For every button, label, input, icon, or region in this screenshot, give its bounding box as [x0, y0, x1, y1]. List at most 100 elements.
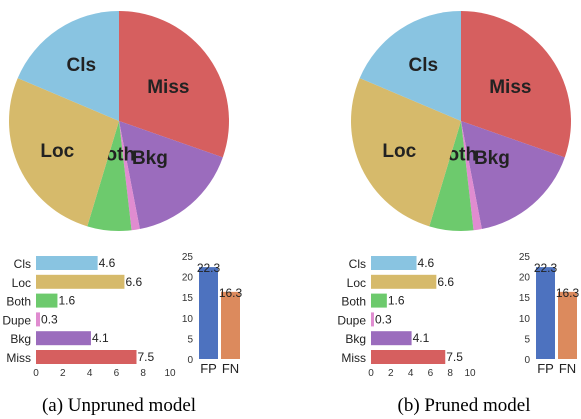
bar-both	[371, 293, 387, 308]
error-type-bar-chart: Cls 4.6 Loc 6.6 Both 1.6 Dupe 0.3 Bkg 4.1 Miss 7.5 0…	[2, 256, 176, 379]
bar-fn	[558, 291, 577, 359]
bar-category-label: Loc	[12, 276, 31, 290]
y-tick-label: 15	[182, 293, 194, 304]
x-tick-label: 6	[428, 368, 434, 379]
x-tick-label: 8	[447, 368, 453, 379]
bar-miss	[371, 350, 446, 364]
y-tick-label: 25	[182, 252, 194, 263]
bar-loc	[36, 274, 125, 289]
bar-value-label: 0.3	[375, 312, 392, 326]
bar-category-label: Both	[6, 295, 31, 309]
y-tick-label: 20	[519, 273, 531, 284]
y-tick-label: 0	[187, 355, 193, 366]
bar-fp	[536, 267, 555, 359]
bar-value-label: 0.3	[41, 312, 58, 326]
x-tick-label: 4	[408, 368, 414, 379]
y-tick-label: 25	[519, 252, 531, 263]
pie-label-loc: Loc	[40, 141, 74, 162]
x-tick-label: 10	[464, 368, 476, 379]
bar-dupe	[36, 312, 41, 327]
x-tick-label: 0	[33, 368, 39, 379]
bar-value-label: 6.6	[125, 275, 142, 289]
bar-loc	[371, 274, 437, 289]
bar-category-label: FP	[537, 361, 554, 376]
bar-value-label: 22.3	[534, 261, 558, 275]
bar-value-label: 16.3	[556, 286, 580, 300]
pie-slice-cls	[17, 10, 119, 121]
bar-cls	[36, 256, 98, 270]
bar-category-label: Cls	[14, 257, 31, 271]
bar-value-label: 6.6	[437, 275, 454, 289]
bar-category-label: FN	[559, 361, 576, 376]
bar-value-label: 1.6	[58, 294, 75, 308]
pie-slice-dupe	[119, 121, 140, 231]
bar-value-label: 1.6	[388, 294, 405, 308]
y-tick-label: 5	[187, 334, 193, 345]
figure-caption: (b) Pruned model	[398, 395, 531, 416]
bar-category-label: Both	[341, 295, 366, 309]
pie-slice-dupe	[461, 121, 482, 231]
x-tick-label: 0	[368, 368, 374, 379]
bar-category-label: Dupe	[2, 313, 31, 327]
x-tick-label: 2	[60, 368, 66, 379]
bar-value-label: 4.6	[99, 256, 116, 270]
x-tick-label: 8	[140, 368, 146, 379]
pie-label-miss: Miss	[147, 77, 189, 98]
bar-value-label: 4.6	[418, 256, 435, 270]
bar-fn	[221, 291, 240, 359]
pie-slice-both	[87, 121, 132, 231]
bar-value-label: 16.3	[219, 286, 243, 300]
y-tick-label: 10	[519, 314, 531, 325]
bar-bkg	[36, 331, 91, 346]
pie-label-bkg: Bkg	[132, 148, 168, 169]
y-tick-label: 10	[182, 314, 194, 325]
bar-category-label: Cls	[349, 257, 366, 271]
bar-value-label: 4.1	[92, 331, 109, 345]
pie-slice-miss	[461, 11, 571, 158]
fp-fn-bar-chart: 22.3 FP 16.3 FN 0 5 10 15 20 25	[519, 252, 580, 376]
pie-slice-cls	[359, 11, 461, 121]
error-type-bar-chart: Cls 4.6 Loc 6.6 Both 1.6 Dupe 0.3 Bkg 4.1 Miss 7.5 0…	[337, 256, 476, 379]
pie-label-cls: Cls	[409, 55, 439, 76]
bar-category-label: Bkg	[10, 332, 31, 346]
y-tick-label: 5	[524, 334, 530, 345]
pie-slice-loc	[8, 78, 119, 227]
y-tick-label: 15	[519, 293, 531, 304]
pie-label-loc: Loc	[382, 141, 416, 162]
bar-bkg	[371, 331, 412, 346]
bar-category-label: Loc	[347, 276, 366, 290]
x-tick-label: 10	[164, 368, 176, 379]
pie-label-bkg: Bkg	[474, 148, 510, 169]
bar-fp	[199, 267, 218, 359]
pie-label-miss: Miss	[489, 77, 531, 98]
bar-category-label: Bkg	[345, 332, 366, 346]
pie-label-cls: Cls	[67, 55, 97, 76]
x-tick-label: 6	[114, 368, 120, 379]
bar-category-label: Dupe	[337, 313, 366, 327]
bar-category-label: Miss	[6, 351, 31, 365]
bar-both	[36, 293, 58, 308]
fp-fn-bar-chart: 22.3 FP 16.3 FN 0 5 10 15 20 25	[182, 252, 243, 376]
pie-slice-miss	[119, 11, 229, 158]
pie-slice-bkg	[119, 121, 223, 230]
bar-dupe	[371, 312, 374, 327]
bar-miss	[36, 350, 137, 364]
bar-category-label: FN	[222, 361, 239, 376]
y-tick-label: 20	[182, 273, 194, 284]
bar-cls	[371, 256, 417, 270]
pie-slice-bkg	[461, 121, 565, 230]
bar-category-label: Miss	[341, 351, 366, 365]
figure-caption: (a) Unpruned model	[42, 395, 196, 416]
bar-value-label: 4.1	[413, 331, 430, 345]
y-tick-label: 0	[524, 355, 530, 366]
bar-value-label: 7.5	[138, 350, 155, 364]
bar-value-label: 22.3	[197, 261, 221, 275]
bar-category-label: FP	[200, 361, 217, 376]
pie-slice-loc	[350, 78, 461, 227]
bar-value-label: 7.5	[446, 350, 463, 364]
